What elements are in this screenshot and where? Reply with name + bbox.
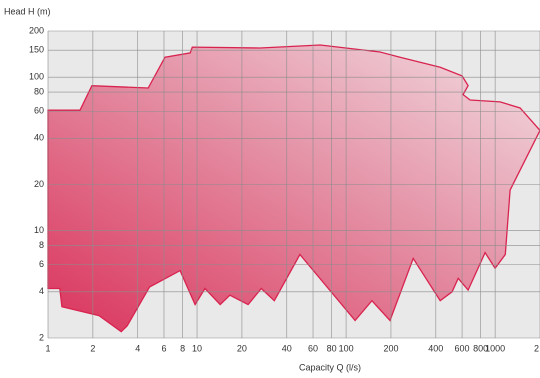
x-tick-label: 2: [90, 343, 95, 353]
x-tick-label: 400: [428, 343, 443, 353]
x-tick-label: 600: [455, 343, 470, 353]
operating-range: [47, 44, 540, 333]
y-tick-label: 80: [34, 86, 44, 96]
y-tick-label: 8: [39, 240, 44, 250]
x-axis-label: Capacity Q (l/s): [299, 362, 361, 372]
y-tick-label: 150: [29, 45, 44, 55]
x-tick-label: 80: [327, 343, 337, 353]
y-tick-label: 40: [34, 133, 44, 143]
x-tick-label: 200: [383, 343, 398, 353]
x-tick-label: 10: [192, 343, 202, 353]
y-tick-label: 6: [39, 259, 44, 269]
y-tick-label: 100: [29, 72, 44, 82]
x-tick-label: 1: [45, 343, 50, 353]
y-axis-label: Head H (m): [4, 6, 51, 16]
x-tick-label: 8: [180, 343, 185, 353]
y-tick-label: 20: [34, 179, 44, 189]
y-tick-label: 10: [34, 225, 44, 235]
y-tick-label: 60: [34, 106, 44, 116]
y-tick-label: 2: [39, 332, 44, 342]
x-tick-label: 6: [161, 343, 166, 353]
x-tick-label: 1000: [485, 343, 505, 353]
x-tick-label: 60: [308, 343, 318, 353]
x-tick-label: 40: [282, 343, 292, 353]
y-tick-label: 200: [29, 25, 44, 35]
x-tick-label: 2: [534, 343, 539, 353]
x-tick-label: 100: [339, 343, 354, 353]
x-tick-label: 4: [135, 343, 140, 353]
x-tick-label: 20: [237, 343, 247, 353]
y-tick-label: 4: [39, 286, 44, 296]
x-tick-label: 800: [473, 343, 488, 353]
